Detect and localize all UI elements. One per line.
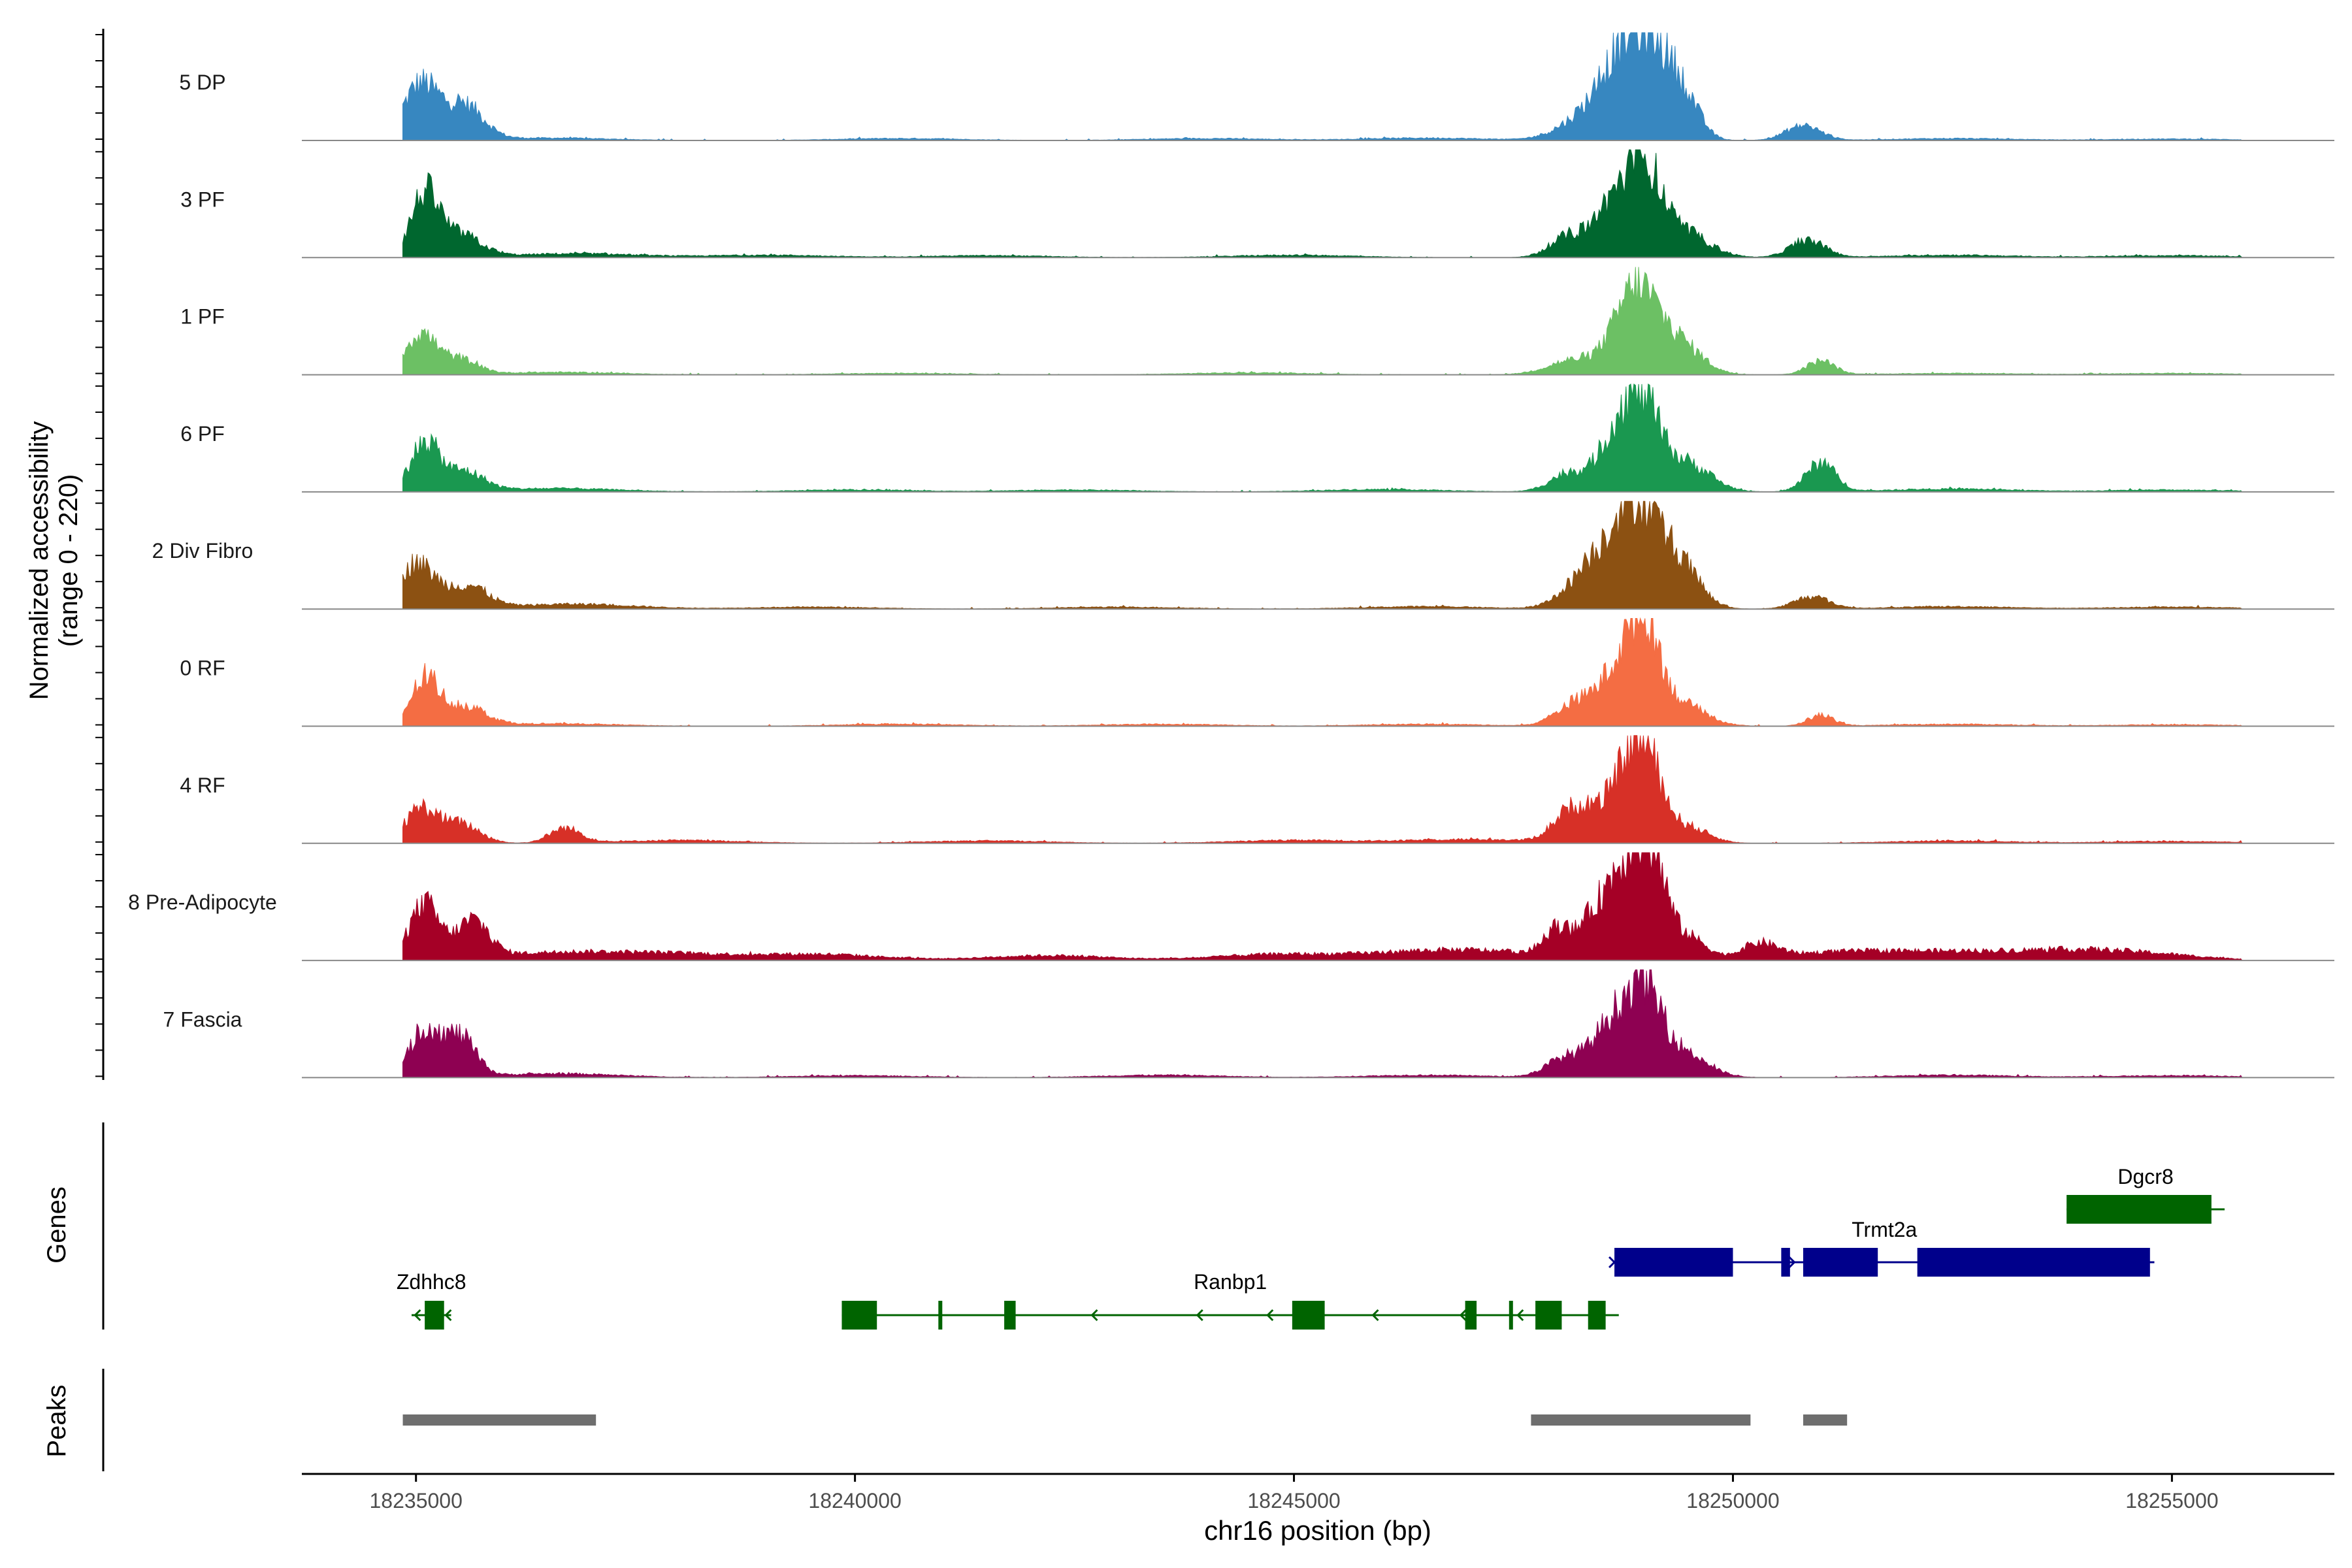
gene-exon [1917, 1248, 2150, 1277]
track-2-div-fibro: 2 Div Fibro [152, 500, 2334, 610]
gene-exon [1588, 1301, 1606, 1330]
gene-exon [1465, 1301, 1477, 1330]
track-0-rf: 0 RF [180, 617, 2334, 727]
strand-arrow [1459, 1309, 1467, 1322]
gene-label: Dgcr8 [2117, 1165, 2173, 1188]
gene-trmt2a: Trmt2a [1608, 1218, 2155, 1277]
x-tick-label: 18235000 [370, 1489, 463, 1512]
gene-exon [425, 1301, 444, 1330]
track-label: 5 DP [179, 71, 225, 94]
peaks-panel-title: Peaks [42, 1384, 71, 1457]
gene-exon [1535, 1301, 1562, 1330]
gene-label: Trmt2a [1852, 1218, 1917, 1241]
track-1-pf: 1 PF [180, 267, 2334, 376]
strand-arrow [1196, 1309, 1203, 1322]
track-label: 3 PF [180, 188, 225, 211]
strand-arrow [1516, 1309, 1524, 1322]
accessibility-tracks: 5 DP 3 PF 1 PF 6 PF 2 Div Fibro 0 RF 4 RF 8 Pre… [128, 32, 2334, 1079]
track-8-pre-adipocyte: 8 Pre-Adipocyte [128, 852, 2334, 962]
gene-models: Zdhhc8 Ranbp1 Trmt2a Dgcr8 [397, 1165, 2225, 1330]
gene-exon [1509, 1301, 1513, 1330]
gene-exon [841, 1301, 877, 1330]
genes-panel-title: Genes [42, 1186, 71, 1264]
gene-label: Zdhhc8 [397, 1270, 466, 1294]
coverage-area [402, 500, 2244, 610]
track-label: 2 Div Fibro [152, 539, 253, 563]
track-3-pf: 3 PF [180, 149, 2334, 259]
track-4-rf: 4 RF [180, 735, 2334, 844]
track-label: 4 RF [180, 774, 225, 797]
y-axis-ticks [95, 34, 103, 1077]
gene-exon [1004, 1301, 1016, 1330]
peak-region [1531, 1414, 1751, 1426]
track-label: 1 PF [180, 305, 225, 329]
strand-arrow [1371, 1309, 1379, 1322]
gene-exon [1292, 1301, 1325, 1330]
x-axis-ticks: 18235000 18240000 18245000 18250000 18255000 [370, 1474, 2219, 1512]
track-label: 0 RF [180, 657, 225, 680]
track-label: 6 PF [180, 422, 225, 446]
gene-dgcr8: Dgcr8 [2066, 1165, 2225, 1224]
coverage-area [402, 149, 2244, 258]
peak-region [402, 1414, 596, 1426]
x-tick-label: 18250000 [1686, 1489, 1779, 1512]
coverage-area [402, 735, 2243, 844]
gene-exon [2066, 1195, 2212, 1224]
strand-arrow [1608, 1256, 1616, 1269]
y-axis-title-line2: (range 0 - 220) [54, 474, 83, 647]
track-5-dp: 5 DP [179, 32, 2334, 141]
peak-regions [402, 1414, 1848, 1426]
gene-ranbp1: Ranbp1 [841, 1270, 1619, 1330]
track-7-fascia: 7 Fascia [163, 969, 2334, 1079]
strand-arrow [444, 1309, 452, 1322]
strand-arrow [1266, 1309, 1274, 1322]
gene-label: Ranbp1 [1194, 1270, 1267, 1294]
strand-arrow [414, 1309, 421, 1322]
x-tick-label: 18240000 [808, 1489, 901, 1512]
gene-exon [1614, 1248, 1733, 1277]
y-axis-title-line1: Normalized accessibility [25, 421, 54, 700]
coverage-area [402, 852, 2243, 961]
track-label: 8 Pre-Adipocyte [128, 890, 277, 914]
track-6-pf: 6 PF [180, 383, 2334, 493]
track-label: 7 Fascia [163, 1007, 242, 1031]
gene-zdhhc8: Zdhhc8 [397, 1270, 466, 1330]
gene-exon [1781, 1248, 1790, 1277]
gene-exon [1803, 1248, 1878, 1277]
peak-region [1803, 1414, 1848, 1426]
x-tick-label: 18245000 [1247, 1489, 1340, 1512]
strand-arrow [1788, 1256, 1796, 1269]
gene-exon [938, 1301, 943, 1330]
x-axis-title: chr16 position (bp) [1204, 1515, 1431, 1546]
x-tick-label: 18255000 [2125, 1489, 2218, 1512]
strand-arrow [1090, 1309, 1098, 1322]
